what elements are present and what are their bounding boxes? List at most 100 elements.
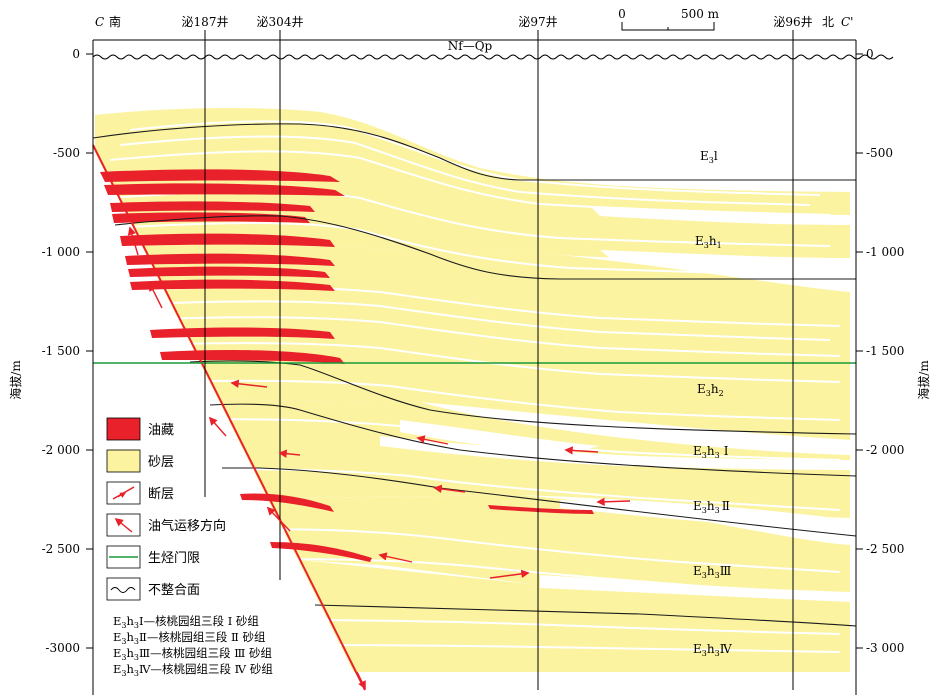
legend-item-oil: 油藏 <box>106 417 174 441</box>
unit-label-e3h2: E3h2 <box>697 382 724 398</box>
legend-swatch-sand <box>106 449 141 473</box>
unit-label-e3h3-iii: E3h3Ⅲ <box>693 564 731 580</box>
abbreviation-line-2: E3h3Ⅱ—核桃园组三段 Ⅱ 砂组 <box>113 630 266 646</box>
y-tick-left: -2 000 <box>42 443 80 457</box>
well-label-97: 泌97井 <box>518 15 557 29</box>
migration-arrows <box>127 226 631 690</box>
migration-arrow <box>416 435 449 445</box>
direction-south: 南 <box>109 14 121 29</box>
mud-wedges <box>380 206 850 602</box>
migration-arrow <box>230 379 268 388</box>
abbreviation-line-3: E3h3Ⅲ—核桃园组三段 Ⅲ 砂组 <box>113 646 273 662</box>
section-frame <box>92 39 857 695</box>
sand-mass-lower <box>95 398 850 520</box>
y-tick-right: -2 000 <box>866 443 904 457</box>
migration-arrow <box>278 449 301 458</box>
legend-item-threshold: 生烃门限 <box>106 545 200 569</box>
migration-arrow <box>266 506 291 532</box>
well-label-304: 泌304井 <box>257 15 304 29</box>
legend-wave-icon <box>110 587 136 593</box>
unit-label-e3h1: E3h1 <box>695 234 722 250</box>
migration-arrow <box>356 671 366 690</box>
y-tick-right: -2 500 <box>866 542 904 556</box>
y-tick-right: -3 000 <box>866 641 904 655</box>
migration-arrow <box>127 226 139 256</box>
legend-label-unconformity: 不整合面 <box>148 583 200 598</box>
legend-label-oil: 油藏 <box>148 423 174 438</box>
abbreviation-line-1: E3h3Ⅰ—核桃园组三段 Ⅰ 砂组 <box>113 614 259 630</box>
well-label-187: 泌187井 <box>182 15 229 29</box>
boundary-e3h3-2 <box>222 467 856 537</box>
migration-arrow <box>433 484 466 494</box>
formation-boundaries <box>93 123 856 627</box>
legend-item-migration: 油气运移方向 <box>106 513 226 537</box>
unit-label-e3l: E3l <box>700 149 718 165</box>
legend-item-sand: 砂层 <box>106 449 174 473</box>
sand-mass-bottom <box>230 560 850 672</box>
y-tick-left: -500 <box>53 146 80 160</box>
boundary-e3h3-1 <box>209 403 856 477</box>
migration-arrow <box>489 569 530 579</box>
section-end-left: C <box>95 15 104 29</box>
section-header: C 南 泌187井 泌304井 泌97井 泌96井 北 C' Nf—Qp <box>95 14 853 53</box>
boundary-e3h2-top <box>189 360 856 435</box>
oil-pool <box>270 542 372 562</box>
scale-bar: 0 500 m <box>618 7 720 31</box>
y-axis-label-right: 海拔/m <box>916 360 931 400</box>
well-label-96: 泌96井 <box>773 15 812 29</box>
legend: 油藏 砂层 断层 油气运移方向 生烃门限 不整合面 <box>106 417 226 601</box>
migration-arrow <box>149 282 163 309</box>
migration-arrow <box>378 552 413 563</box>
legend-item-unconformity: 不整合面 <box>106 577 200 601</box>
well-lines <box>204 30 794 690</box>
y-tick-left: -2 500 <box>42 542 80 556</box>
legend-label-threshold: 生烃门限 <box>148 551 200 566</box>
unit-label-e3h3-iv: E3h3Ⅳ <box>693 642 733 658</box>
y-tick-right: -1 500 <box>866 344 904 358</box>
fault-line <box>92 144 366 691</box>
legend-item-fault: 断层 <box>106 481 174 505</box>
y-tick-right: 0 <box>866 47 874 61</box>
abbreviation-list: E3h3Ⅰ—核桃园组三段 Ⅰ 砂组 E3h3Ⅱ—核桃园组三段 Ⅱ 砂组 E3h3… <box>113 614 273 678</box>
legend-swatch-oil <box>106 417 141 441</box>
y-tick-right: -500 <box>866 146 893 160</box>
y-tick-left: -3000 <box>45 641 80 655</box>
oil-pool <box>120 233 335 247</box>
boundary-e3h3-4 <box>314 604 856 627</box>
boundary-e3l-top <box>93 123 856 181</box>
oil-pool <box>150 327 335 339</box>
direction-north: 北 <box>822 15 834 29</box>
formation-labels: E3l E3h1 E3h2 E3h3 Ⅰ E3h3 Ⅱ E3h3Ⅲ E3h3Ⅳ <box>693 149 733 658</box>
legend-arrow-icon <box>114 517 133 533</box>
y-axis-right: 0 -500 -1 000 -1 500 -2 000 -2 500 -3 00… <box>856 47 931 655</box>
boundary-e3h1-top <box>114 215 856 280</box>
migration-arrow <box>564 446 599 455</box>
abbreviation-line-4: E3h3Ⅳ—核桃园组三段 Ⅳ 砂组 <box>113 662 273 678</box>
scale-zero: 0 <box>618 7 626 21</box>
y-axis-label-left: 海拔/m <box>8 360 23 400</box>
oil-pool <box>160 350 345 364</box>
oil-pool <box>240 493 334 512</box>
oil-pool <box>125 253 335 266</box>
oil-pool <box>130 279 335 291</box>
y-tick-left: 0 <box>72 47 80 61</box>
fault-footwall <box>93 45 365 695</box>
oil-pool <box>488 505 594 514</box>
oil-pool <box>104 183 345 196</box>
y-tick-left: -1 500 <box>42 344 80 358</box>
section-end-right: C' <box>841 15 853 29</box>
y-tick-left: -1 000 <box>42 245 80 259</box>
legend-label-migration: 油气运移方向 <box>148 518 226 534</box>
scale-end: 500 m <box>681 7 720 21</box>
legend-label-sand: 砂层 <box>148 455 174 470</box>
unconformity-label: Nf—Qp <box>448 39 493 53</box>
unconformity-line <box>92 54 894 60</box>
oil-pool <box>110 201 315 212</box>
y-axis-left: 0 -500 -1 000 -1 500 -2 000 -2 500 -3000… <box>8 47 93 655</box>
migration-arrow <box>208 416 227 437</box>
unit-label-e3h3-i: E3h3 Ⅰ <box>693 444 729 460</box>
legend-label-fault: 断层 <box>148 487 174 502</box>
y-tick-right: -1 000 <box>866 245 904 259</box>
migration-arrow <box>596 497 631 506</box>
sand-mass-deep <box>150 495 850 600</box>
